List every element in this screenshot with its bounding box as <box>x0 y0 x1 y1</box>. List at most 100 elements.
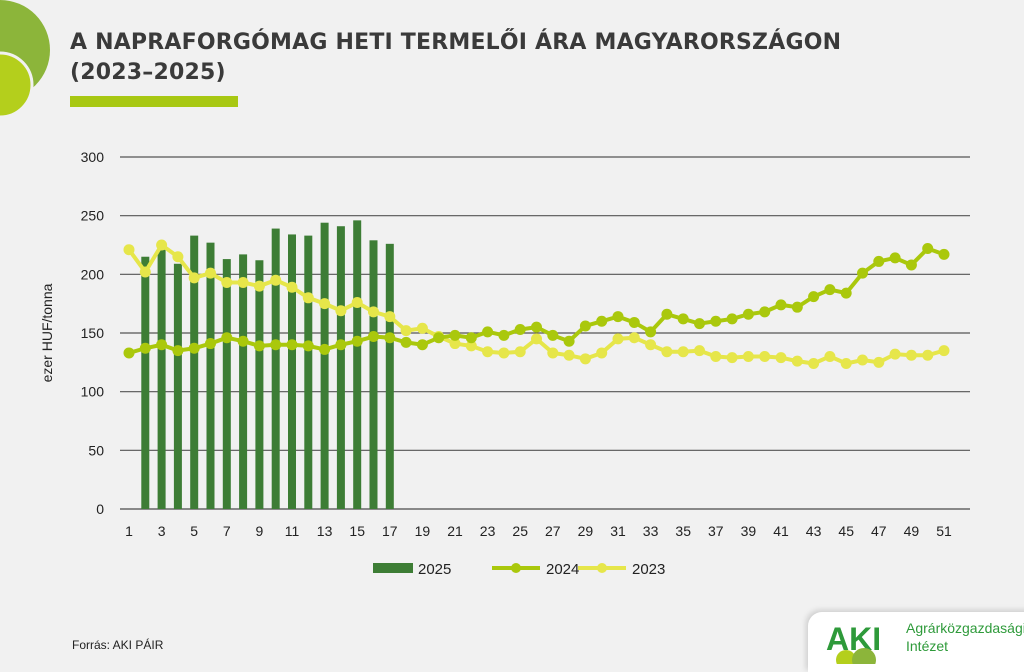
point-2024 <box>156 339 168 351</box>
point-2023 <box>302 292 314 304</box>
y-tick-label: 150 <box>81 325 105 341</box>
x-tick-label: 15 <box>349 523 365 539</box>
point-2024 <box>237 335 249 347</box>
point-2024 <box>465 332 477 344</box>
x-tick-label: 11 <box>285 523 300 539</box>
point-2024 <box>335 339 347 351</box>
x-tick-label: 23 <box>480 523 496 539</box>
legend-label-2025: 2025 <box>418 561 451 578</box>
y-tick-label: 200 <box>81 266 105 282</box>
point-2024 <box>514 323 526 335</box>
bar-2025 <box>385 243 394 509</box>
x-tick-label: 35 <box>675 523 691 539</box>
point-2024 <box>482 326 494 338</box>
point-2024 <box>938 248 950 260</box>
point-2023 <box>808 358 820 370</box>
point-2023 <box>221 277 233 289</box>
bar-2025 <box>288 234 296 509</box>
legend-label-2023: 2023 <box>632 561 665 578</box>
title-accent-bar <box>70 96 238 107</box>
bar-2025 <box>190 235 199 509</box>
point-2024 <box>221 332 233 344</box>
point-2023 <box>416 322 428 334</box>
point-2024 <box>759 306 771 318</box>
point-2023 <box>628 332 640 344</box>
point-2023 <box>547 347 559 359</box>
x-tick-label: 29 <box>578 523 594 539</box>
point-2023 <box>857 354 868 366</box>
y-axis-label: ezer HUF/tonna <box>39 283 55 382</box>
point-2023 <box>123 244 135 256</box>
point-2024 <box>188 342 200 354</box>
x-tick-label: 5 <box>190 523 198 539</box>
x-tick-label: 21 <box>447 523 463 539</box>
point-2024 <box>433 332 445 344</box>
point-2023 <box>449 338 461 350</box>
point-2023 <box>742 350 754 362</box>
logo-text-line2: Intézet <box>906 638 949 654</box>
point-2024 <box>873 255 885 267</box>
legend-label-2024: 2024 <box>546 561 579 578</box>
point-2024 <box>628 316 640 328</box>
point-2024 <box>416 339 428 351</box>
point-2023 <box>498 347 510 359</box>
x-tick-label: 33 <box>643 523 659 539</box>
point-2023 <box>840 358 852 370</box>
x-tick-label: 17 <box>382 523 398 539</box>
aki-logo-mark: AKI <box>826 621 881 664</box>
point-2023 <box>531 333 542 345</box>
bar-2025 <box>353 220 362 510</box>
point-2023 <box>188 272 200 284</box>
point-2023 <box>905 349 917 361</box>
point-2023 <box>514 346 526 358</box>
point-2024 <box>547 329 559 341</box>
title-line-2: (2023–2025) <box>70 60 226 85</box>
point-2024 <box>612 311 624 323</box>
point-2023 <box>596 347 608 359</box>
point-2023 <box>319 298 331 310</box>
point-2024 <box>172 345 184 357</box>
point-2024 <box>139 342 151 354</box>
bar-2025 <box>369 240 378 509</box>
point-2023 <box>563 349 575 361</box>
point-2023 <box>368 306 379 318</box>
point-2023 <box>645 339 657 351</box>
y-tick-label: 250 <box>81 208 105 224</box>
y-tick-label: 50 <box>88 442 104 458</box>
x-tick-label: 19 <box>415 523 431 539</box>
point-2024 <box>694 318 705 330</box>
legend-swatch-2025 <box>373 563 413 573</box>
x-tick-label: 51 <box>936 523 952 539</box>
point-2023 <box>824 350 836 362</box>
point-2023 <box>726 352 738 364</box>
point-2023 <box>156 239 168 251</box>
point-2024 <box>889 252 901 264</box>
point-2023 <box>400 325 412 337</box>
point-2024 <box>677 313 689 325</box>
point-2023 <box>335 305 347 317</box>
x-tick-label: 7 <box>223 523 231 539</box>
bar-2025 <box>255 260 264 509</box>
point-2024 <box>449 329 461 341</box>
point-2024 <box>775 299 787 311</box>
source-note: Forrás: AKI PÁIR <box>72 638 164 652</box>
point-2024 <box>205 338 216 350</box>
bar-2025 <box>206 242 215 510</box>
point-2023 <box>694 345 705 357</box>
point-2024 <box>531 321 542 333</box>
line-2023 <box>127 242 945 366</box>
x-tick-label: 43 <box>806 523 822 539</box>
point-2024 <box>319 343 331 355</box>
point-2023 <box>677 346 689 358</box>
point-2023 <box>270 274 282 286</box>
x-tick-label: 25 <box>512 523 528 539</box>
point-2023 <box>612 333 624 345</box>
point-2023 <box>759 350 771 362</box>
point-2024 <box>596 315 608 327</box>
bar-2025 <box>336 226 345 509</box>
bar-2025 <box>271 228 280 509</box>
point-2023 <box>873 356 885 368</box>
point-2023 <box>237 277 249 289</box>
point-2024 <box>840 287 852 299</box>
